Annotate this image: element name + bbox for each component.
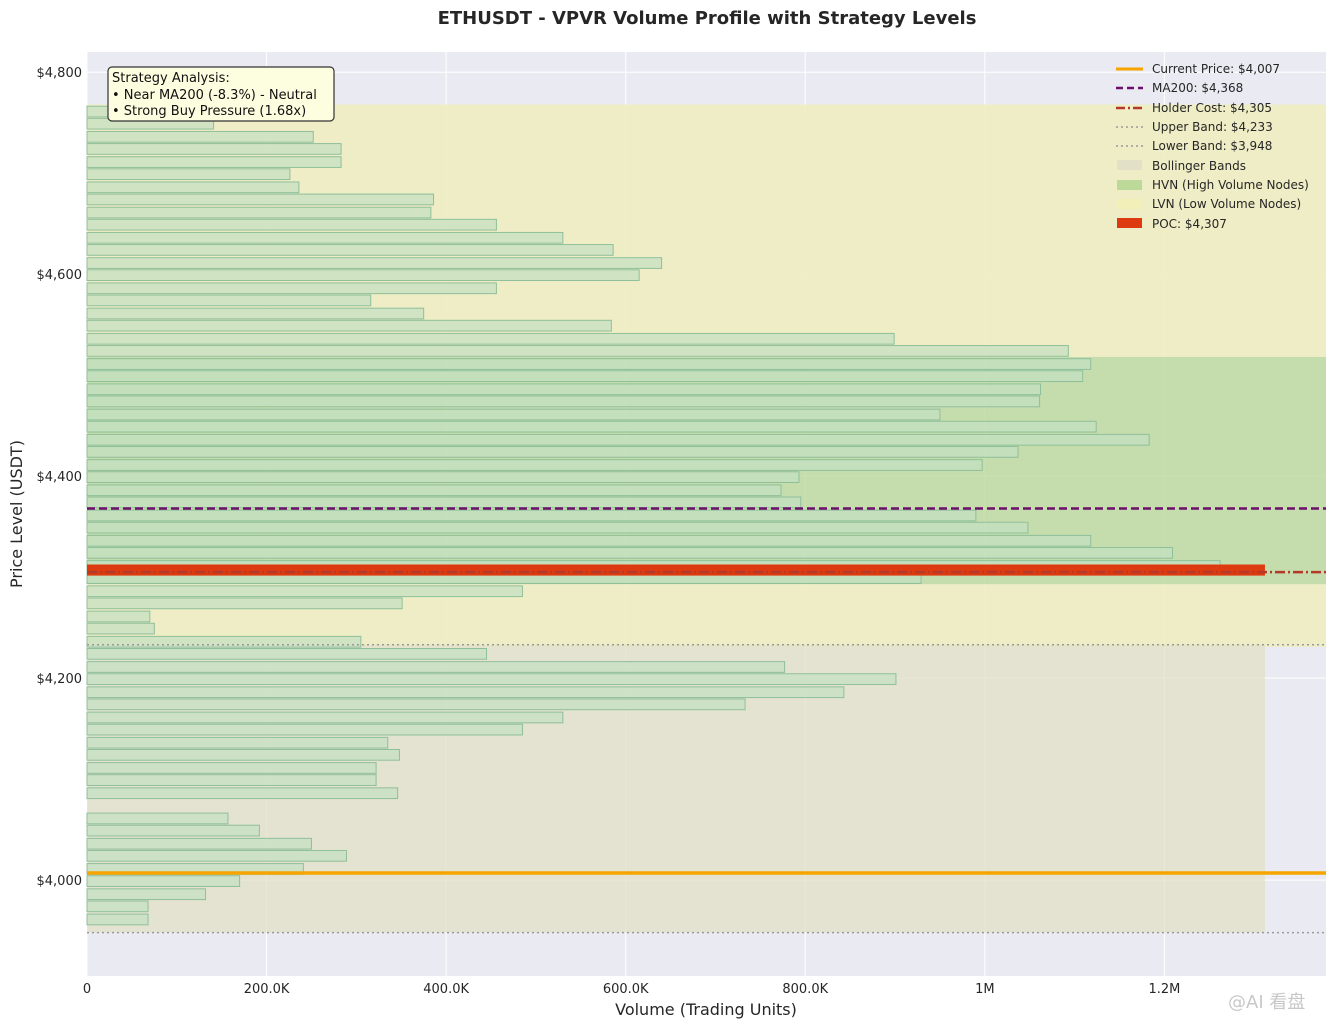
legend-label-upper-band: Upper Band: $4,233 [1152, 120, 1273, 134]
y-tick-label-2: $4,400 [37, 470, 83, 485]
y-tick-label-1: $4,200 [37, 672, 83, 687]
y-tick-label-0: $4,000 [37, 874, 83, 889]
volume-bar [86, 319, 612, 332]
volume-bar [86, 459, 983, 471]
volume-bar [86, 181, 300, 194]
x-tick-label-1: 200.0K [244, 982, 290, 997]
x-axis-label: Volume (Trading Units) [615, 1000, 797, 1019]
legend-swatch-poc [1117, 218, 1142, 228]
volume-bar [86, 837, 312, 850]
legend-swatch-hvn [1117, 180, 1142, 190]
volume-bar [86, 130, 314, 143]
y-axis-label: Price Level (USDT) [7, 440, 26, 588]
y-tick-label-4: $4,800 [37, 66, 83, 81]
volume-bar [86, 622, 155, 635]
volume-bar [86, 395, 1041, 408]
volume-bar [86, 610, 151, 623]
volume-bar [86, 547, 1173, 559]
volume-bar [86, 269, 640, 282]
volume-bar [86, 408, 941, 421]
volume-bar [86, 307, 425, 320]
x-tick-label-3: 600.0K [603, 982, 649, 997]
x-tick-label-5: 1M [975, 982, 995, 997]
legend-label-poc: POC: $4,307 [1152, 217, 1227, 231]
strategy-analysis-box: Strategy Analysis: • Near MA200 (-8.3%) … [107, 66, 335, 122]
volume-bar [86, 762, 377, 774]
strategy-line-3: • Strong Buy Pressure (1.68x) [112, 104, 306, 119]
volume-bar [86, 345, 1069, 357]
volume-bar [86, 849, 347, 862]
volume-bar [86, 484, 782, 497]
volume-bar [86, 900, 149, 913]
x-tick-label-2: 400.0K [423, 982, 469, 997]
volume-bar [86, 244, 614, 256]
legend-swatch-lvn [1117, 199, 1142, 209]
volume-bar [86, 509, 977, 522]
volume-bar [86, 824, 260, 837]
x-tick-label-0: 0 [83, 982, 91, 997]
volume-bar [86, 257, 663, 269]
volume-bar [86, 193, 435, 206]
x-tick-label-6: 1.2M [1148, 982, 1180, 997]
watermark-text: @AI 看盘 [1228, 992, 1305, 1013]
volume-bar [86, 433, 1150, 446]
volume-bar [86, 686, 845, 699]
volume-bar [86, 888, 207, 901]
x-tick-label-4: 800.0K [782, 982, 828, 997]
volume-bar [86, 698, 746, 711]
volume-bar [86, 597, 403, 610]
legend-label-lower-band: Lower Band: $3,948 [1152, 139, 1272, 153]
volume-bar [86, 156, 342, 168]
volume-bar [86, 787, 399, 800]
volume-bar [86, 711, 564, 724]
volume-bar [86, 748, 400, 761]
volume-bar [86, 294, 372, 307]
volume-bar [86, 635, 362, 648]
volume-bar [86, 420, 1097, 433]
volume-bar [86, 774, 377, 786]
volume-bar [86, 913, 149, 926]
legend-label-bollinger: Bollinger Bands [1152, 159, 1246, 173]
legend-label-hvn: HVN (High Volume Nodes) [1152, 178, 1309, 192]
level-lines [87, 507, 1326, 934]
volume-bar [86, 736, 389, 749]
volume-bar [86, 358, 1092, 370]
volume-bar [86, 143, 342, 155]
volume-bar [86, 723, 523, 736]
legend-label-lvn: LVN (Low Volume Nodes) [1152, 197, 1301, 211]
volume-bar [86, 282, 497, 295]
volume-bar [86, 585, 523, 598]
volume-bar [86, 534, 1092, 547]
volume-bar [86, 647, 488, 660]
volume-bar [86, 446, 1019, 458]
strategy-line-2: • Near MA200 (-8.3%) - Neutral [112, 88, 317, 103]
legend-label-ma200: MA200: $4,368 [1152, 81, 1243, 95]
strategy-line-1: Strategy Analysis: [112, 71, 230, 86]
legend-swatch-bollinger [1117, 160, 1142, 170]
volume-bar [86, 218, 497, 231]
chart-title: ETHUSDT - VPVR Volume Profile with Strat… [438, 8, 977, 29]
volume-bar [86, 496, 802, 509]
volume-bar [86, 673, 897, 685]
legend-label-current-price: Current Price: $4,007 [1152, 62, 1280, 76]
legend: Current Price: $4,007 MA200: $4,368 Hold… [1116, 62, 1309, 231]
volume-bar [86, 812, 229, 825]
volume-bar [86, 231, 564, 244]
volume-bar [86, 661, 786, 673]
legend-label-holder-cost: Holder Cost: $4,305 [1152, 101, 1272, 115]
volume-bar [86, 332, 895, 345]
volume-bar [86, 206, 432, 219]
volume-bar [86, 168, 291, 181]
axis-ticks: 0 200.0K 400.0K 600.0K 800.0K 1M 1.2M $4,000 $4,… [37, 66, 1181, 997]
volume-bar [86, 521, 1029, 534]
volume-bar [86, 383, 1041, 396]
y-tick-label-3: $4,600 [37, 268, 83, 283]
poc-bar [87, 564, 1265, 576]
volume-bar [86, 875, 241, 887]
volume-bar [86, 370, 1084, 383]
volume-bar [86, 471, 800, 484]
